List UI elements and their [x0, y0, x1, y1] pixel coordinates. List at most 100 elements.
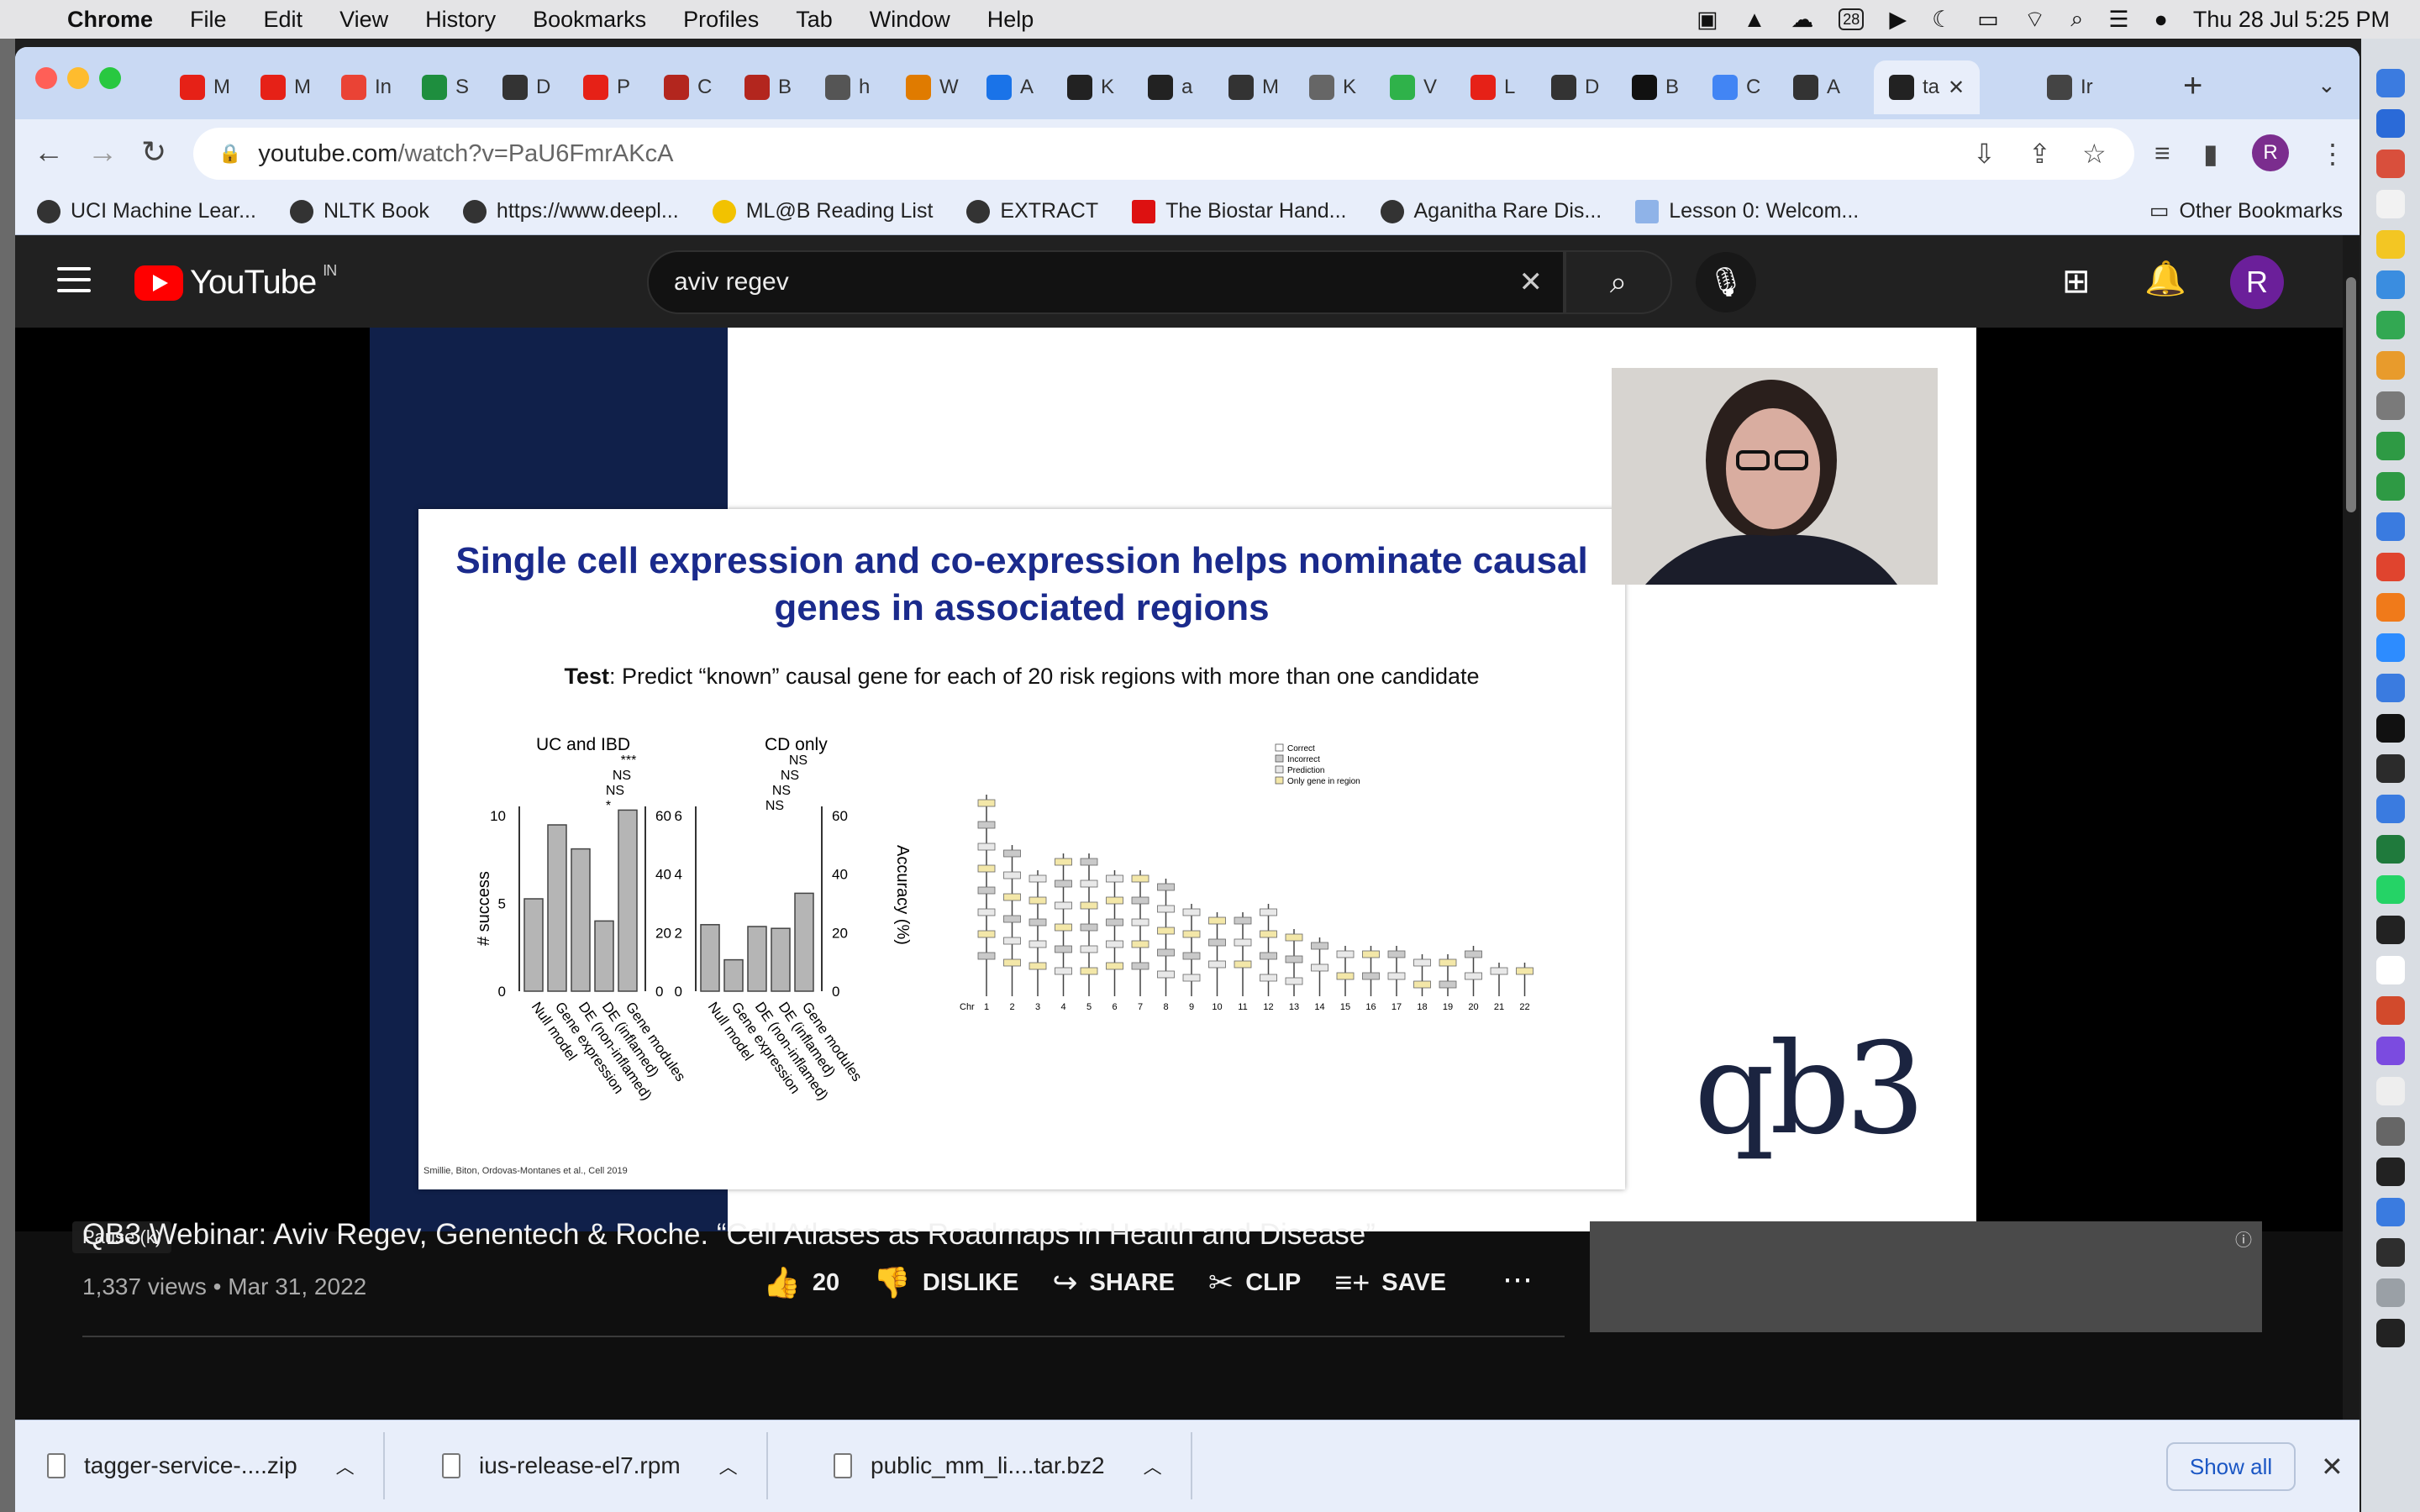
browser-tab[interactable]: P — [583, 60, 630, 114]
browser-tab[interactable]: B — [1632, 60, 1679, 114]
bookmark-5[interactable]: The Biostar Hand... — [1132, 199, 1347, 223]
search-input[interactable]: aviv regev ✕ — [647, 250, 1565, 314]
browser-tab[interactable]: M — [260, 60, 311, 114]
other-bookmarks[interactable]: ▭ Other Bookmarks — [2149, 198, 2343, 223]
dock-app-icon[interactable] — [2376, 150, 2405, 178]
dock-app-icon[interactable] — [2376, 875, 2405, 904]
menu-app-name[interactable]: Chrome — [67, 6, 154, 32]
dock-app-icon[interactable] — [2376, 270, 2405, 299]
dock-app-icon[interactable] — [2376, 190, 2405, 218]
minimize-window-button[interactable] — [67, 67, 89, 89]
save-button[interactable]: ≡+ SAVE — [1334, 1265, 1446, 1300]
menu-history[interactable]: History — [425, 6, 497, 32]
browser-tab[interactable]: Ir — [2047, 60, 2093, 114]
download-item[interactable]: tagger-service-....zip ︿ — [47, 1432, 385, 1499]
info-icon[interactable]: ⓘ — [2235, 1231, 2252, 1250]
dock-app-icon[interactable] — [2376, 916, 2405, 944]
browser-tab[interactable]: M — [180, 60, 230, 114]
browser-tab[interactable]: V — [1390, 60, 1437, 114]
forward-button[interactable]: → — [87, 134, 118, 169]
dock-app-icon[interactable] — [2376, 69, 2405, 97]
browser-tab[interactable]: K — [1067, 60, 1114, 114]
more-actions-icon[interactable]: ⋯ — [1502, 1262, 1533, 1296]
bookmark-3[interactable]: ML@B Reading List — [712, 199, 933, 223]
search-button[interactable]: ⌕ — [1565, 250, 1672, 314]
dock-app-icon[interactable] — [2376, 835, 2405, 864]
browser-tab[interactable]: B — [744, 60, 792, 114]
browser-tab[interactable]: D — [502, 60, 550, 114]
dock-app-icon[interactable] — [2376, 956, 2405, 984]
more-menu-icon[interactable]: ⋮ — [2319, 139, 2346, 169]
dock-app-icon[interactable] — [2376, 1117, 2405, 1146]
video-frame[interactable]: Single cell expression and co-expression… — [370, 328, 1976, 1231]
dock-app-icon[interactable] — [2376, 553, 2405, 581]
profile-avatar[interactable]: R — [2252, 134, 2289, 171]
dock-app-icon[interactable] — [2376, 593, 2405, 622]
dock-app-icon[interactable] — [2376, 633, 2405, 662]
browser-tab[interactable]: S — [422, 60, 469, 114]
menubar-clock[interactable]: Thu 28 Jul 5:25 PM — [2192, 6, 2390, 32]
dock-app-icon[interactable] — [2376, 1077, 2405, 1105]
play-icon[interactable]: ▶ — [1889, 6, 1907, 32]
youtube-logo[interactable]: YouTube IN — [134, 262, 337, 302]
chevron-up-icon[interactable]: ︿ — [335, 1457, 355, 1478]
camera-icon[interactable]: ▣ — [1697, 6, 1718, 32]
dock-app-icon[interactable] — [2376, 996, 2405, 1025]
browser-tab[interactable]: A — [1793, 60, 1840, 114]
ad-banner[interactable]: ⓘ — [1590, 1221, 2262, 1332]
browser-tab[interactable]: C — [1712, 60, 1760, 114]
download-item[interactable]: public_mm_li....tar.bz2 ︿ — [834, 1432, 1192, 1499]
bookmark-0[interactable]: UCI Machine Lear... — [37, 199, 256, 223]
chevron-up-icon[interactable]: ︿ — [718, 1457, 738, 1478]
menu-help[interactable]: Help — [986, 6, 1034, 32]
install-icon[interactable]: ⇩ — [1973, 139, 1996, 169]
dock-app-icon[interactable] — [2376, 1238, 2405, 1267]
browser-tab[interactable]: C — [664, 60, 712, 114]
menu-view[interactable]: View — [339, 6, 389, 32]
close-tab-icon[interactable]: ✕ — [1948, 76, 1965, 99]
download-item[interactable]: ius-release-el7.rpm ︿ — [442, 1432, 768, 1499]
wifi-icon[interactable]: ⌔ — [2023, 7, 2046, 32]
dock-app-icon[interactable] — [2376, 1198, 2405, 1226]
video-player[interactable]: Single cell expression and co-expression… — [15, 328, 2343, 1253]
bookmark-2[interactable]: https://www.deepl... — [462, 199, 679, 223]
browser-tab[interactable]: h — [825, 60, 870, 114]
zoom-window-button[interactable] — [99, 67, 121, 89]
hamburger-menu-icon[interactable] — [57, 267, 91, 300]
menu-window[interactable]: Window — [869, 6, 950, 32]
browser-tab[interactable]: L — [1470, 60, 1515, 114]
menu-bookmarks[interactable]: Bookmarks — [533, 6, 647, 32]
share-button[interactable]: ↪ SHARE — [1052, 1265, 1175, 1300]
bookmark-7[interactable]: Lesson 0: Welcom... — [1635, 199, 1859, 223]
account-avatar[interactable]: R — [2230, 255, 2284, 309]
reload-button[interactable]: ↻ — [141, 134, 167, 169]
back-button[interactable]: ← — [34, 134, 64, 169]
dock-app-icon[interactable] — [2376, 754, 2405, 783]
dock-app-icon[interactable] — [2376, 1278, 2405, 1307]
dock-app-icon[interactable] — [2376, 351, 2405, 380]
new-tab-button[interactable]: + — [2183, 67, 2203, 104]
dock-app-icon[interactable] — [2376, 391, 2405, 420]
dock-app-icon[interactable] — [2376, 230, 2405, 259]
page-scrollbar[interactable] — [2343, 235, 2360, 1466]
browser-tab[interactable]: In — [341, 60, 392, 114]
side-panel-icon[interactable]: ▮ — [2203, 139, 2218, 169]
show-all-downloads-button[interactable]: Show all — [2166, 1442, 2296, 1491]
browser-tab[interactable]: W — [906, 60, 959, 114]
like-button[interactable]: 👍 20 — [763, 1265, 839, 1300]
bookmark-6[interactable]: Aganitha Rare Dis... — [1380, 199, 1602, 223]
siri-icon[interactable]: ● — [2154, 6, 2168, 32]
close-downloads-icon[interactable]: ✕ — [2321, 1452, 2344, 1482]
microphone-icon[interactable]: 🎙 — [1696, 252, 1756, 312]
search-icon[interactable]: ⌕ — [2070, 6, 2084, 31]
menu-file[interactable]: File — [190, 6, 227, 32]
menu-edit[interactable]: Edit — [263, 6, 303, 32]
browser-tab[interactable]: D — [1551, 60, 1599, 114]
dock-app-icon[interactable] — [2376, 1037, 2405, 1065]
dislike-button[interactable]: 👎 DISLIKE — [873, 1265, 1018, 1300]
battery-icon[interactable]: ▭ — [1977, 6, 1999, 32]
browser-tab[interactable]: a — [1148, 60, 1192, 114]
dock-app-icon[interactable] — [2376, 109, 2405, 138]
dock-app-icon[interactable] — [2376, 512, 2405, 541]
browser-tab[interactable]: A — [986, 60, 1034, 114]
